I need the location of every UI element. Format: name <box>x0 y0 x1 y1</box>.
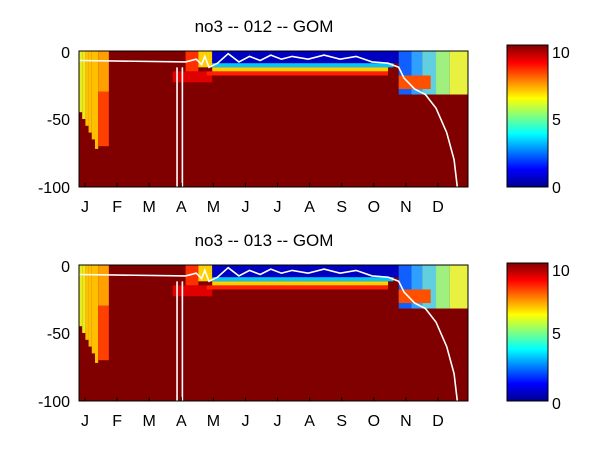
heatmap-cell <box>98 265 109 306</box>
x-tick-label: D <box>432 199 444 216</box>
x-tick-label: N <box>400 199 412 216</box>
x-tick-label: M <box>143 199 156 216</box>
heatmap-cell <box>82 51 86 119</box>
x-tick-label: F <box>112 199 122 216</box>
heatmap-cell <box>436 265 450 309</box>
heatmap-cell <box>98 91 109 147</box>
panel-1-heatmap <box>78 51 468 188</box>
panel-2-y-ticks: 0 -50 -100 <box>38 259 70 411</box>
x-tick-label: A <box>304 199 315 216</box>
x-tick-label: J <box>274 199 282 216</box>
x-tick-label: J <box>81 413 89 430</box>
heatmap-cell <box>91 51 95 140</box>
panel-1-ytick-1: -50 <box>47 112 70 129</box>
panel-1-axes-frame <box>78 50 469 188</box>
x-tick-label: O <box>368 199 380 216</box>
panel-1-y-ticks: 0 -50 -100 <box>38 45 70 197</box>
panel-2-colorbar: 10 5 0 <box>506 262 570 413</box>
panel-2-cbar-tick-min: 0 <box>552 396 561 413</box>
heatmap-cell <box>212 67 389 72</box>
panel-1: no3 -- 012 -- GOM 0 -50 -100 J F M A M J J A S O N… <box>38 17 570 216</box>
panel-2-axes-frame <box>78 264 469 402</box>
heatmap-cell <box>398 75 431 90</box>
mixed-layer-contour <box>78 266 459 402</box>
panel-1-cbar-tick-max: 10 <box>552 45 570 62</box>
heatmap-cell <box>85 265 89 340</box>
x-tick-label: F <box>112 413 122 430</box>
x-tick-label: J <box>241 199 249 216</box>
x-tick-label: N <box>400 413 412 430</box>
bloom-contour <box>176 281 184 401</box>
x-tick-label: S <box>336 413 347 430</box>
x-tick-label: A <box>304 413 315 430</box>
heatmap-cell <box>79 265 83 327</box>
heatmap-cell <box>212 277 394 282</box>
panel-1-title: no3 -- 012 -- GOM <box>195 17 334 36</box>
heatmap-cell <box>85 51 89 126</box>
panel-1-cbar-tick-min: 0 <box>552 180 561 197</box>
x-tick-label: J <box>81 199 89 216</box>
panel-2: no3 -- 013 -- GOM 0 -50 -100 J F M A M J J A S O N… <box>38 231 570 430</box>
heatmap-cell <box>212 63 394 68</box>
panel-1-cbar-tick-mid: 5 <box>552 112 561 129</box>
heatmap-cell <box>449 51 468 95</box>
heatmap-cell <box>98 51 109 92</box>
x-tick-label: S <box>336 199 347 216</box>
bloom-contour <box>176 67 184 187</box>
heatmap-cell <box>185 265 199 286</box>
heatmap-cell <box>91 265 95 354</box>
panel-2-cbar-tick-mid: 5 <box>552 326 561 343</box>
x-tick-label: J <box>241 413 249 430</box>
heatmap-cell <box>172 285 213 297</box>
heatmap-cell <box>398 289 431 304</box>
mixed-layer-contour <box>78 52 459 188</box>
heatmap-cell <box>82 265 86 333</box>
x-tick-label: A <box>176 199 187 216</box>
heatmap-cell <box>88 265 92 347</box>
heatmap-cell <box>79 51 83 113</box>
heatmap-cell <box>411 51 423 95</box>
panel-2-ytick-1: -50 <box>47 326 70 343</box>
x-tick-label: M <box>143 413 156 430</box>
heatmap-cell <box>436 51 450 95</box>
panel-2-colorbar-gradient <box>506 262 549 402</box>
x-tick-label: A <box>176 413 187 430</box>
panel-2-ytick-0: 0 <box>61 259 70 276</box>
heatmap-cell <box>88 51 92 133</box>
heatmap-cell <box>172 71 213 83</box>
panel-1-ytick-0: 0 <box>61 45 70 62</box>
heatmap-cell <box>411 265 423 309</box>
panel-2-title: no3 -- 013 -- GOM <box>195 231 334 250</box>
heatmap-cell <box>206 71 389 76</box>
panel-1-ytick-2: -100 <box>38 180 70 197</box>
x-tick-label: M <box>207 413 220 430</box>
heatmap-cell <box>94 51 99 149</box>
heatmap-cell <box>212 281 389 286</box>
panel-1-colorbar-gradient <box>506 44 549 188</box>
x-tick-label: O <box>368 413 380 430</box>
heatmap-cell <box>206 285 389 290</box>
x-tick-label: D <box>432 413 444 430</box>
heatmap-cell <box>94 265 99 363</box>
x-tick-label: M <box>207 199 220 216</box>
heatmap-cell <box>449 265 468 309</box>
panel-2-cbar-tick-max: 10 <box>552 263 570 280</box>
heatmap-cell <box>98 305 109 361</box>
panel-1-colorbar: 10 5 0 <box>506 44 570 197</box>
panel-2-heatmap <box>78 265 468 402</box>
heatmap-cell <box>185 51 199 72</box>
x-tick-label: J <box>274 413 282 430</box>
panel-2-ytick-2: -100 <box>38 394 70 411</box>
